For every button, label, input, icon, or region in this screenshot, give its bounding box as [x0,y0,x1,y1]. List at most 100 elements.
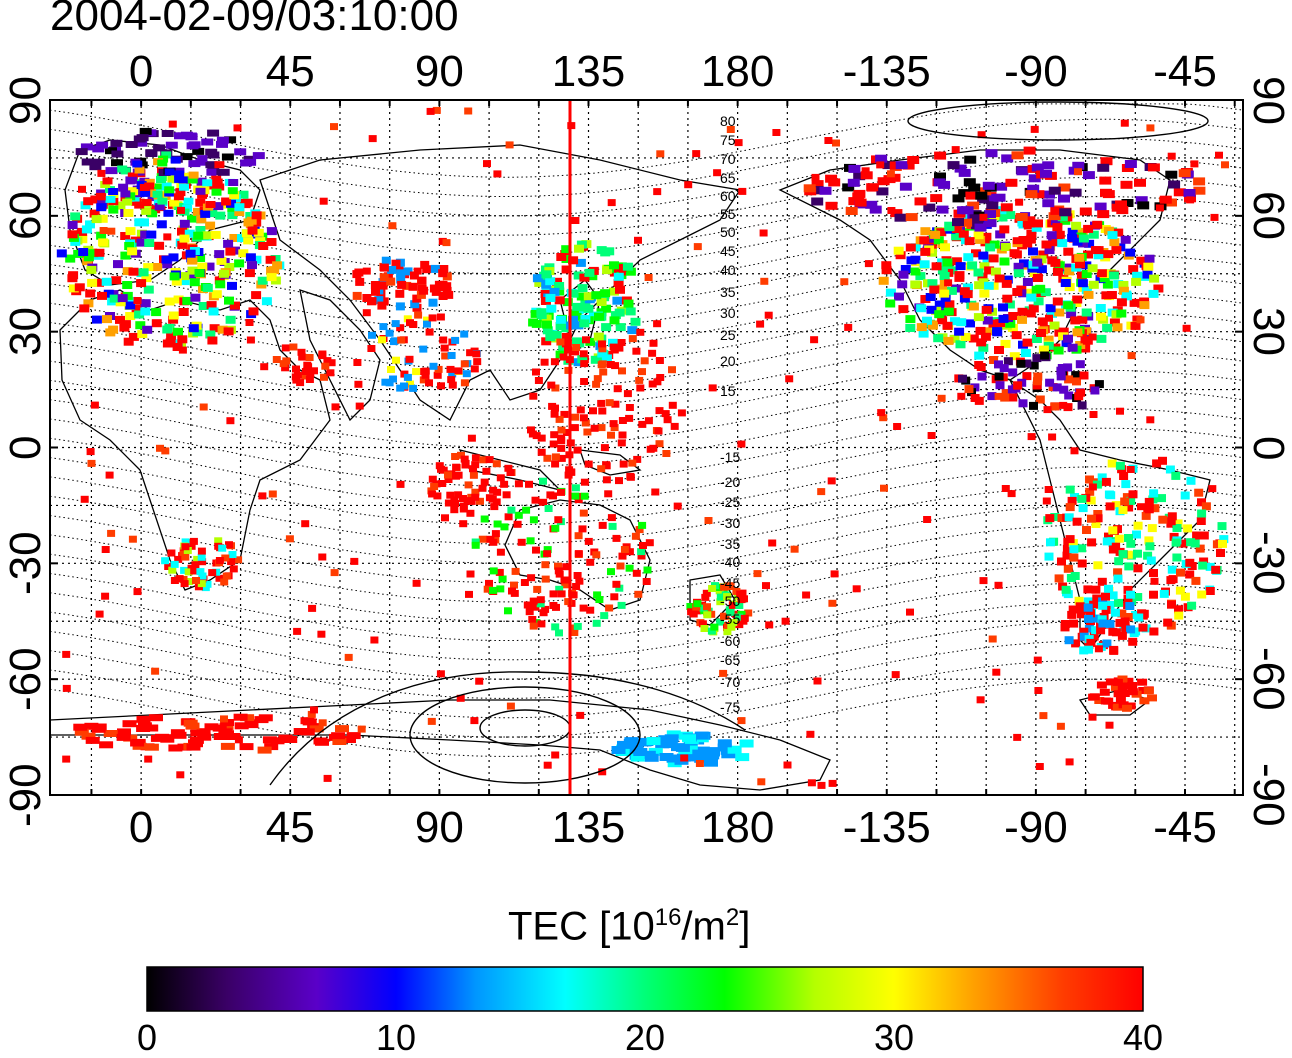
tec-cell [549,287,560,296]
tec-cell [420,260,430,269]
tec-cell [625,307,636,316]
tec-cell [144,724,159,732]
tec-cell [1125,602,1135,610]
tec-cell [378,281,388,290]
tec-cell [937,258,948,267]
tec-cell [330,569,339,577]
tec-cell [705,751,720,760]
tec-cell [744,609,753,617]
tec-cell [1144,497,1154,506]
tec-cell [313,737,328,745]
tec-cell [467,434,476,442]
tec-cell [197,553,206,561]
tec-cell [559,353,568,361]
contour-line [50,427,1243,506]
tec-cell [252,152,265,160]
tec-cell [1107,231,1118,240]
tec-cell [1117,631,1127,640]
tec-cell [1125,248,1136,257]
contour-label: -60 [720,633,740,649]
tec-cell [370,636,379,644]
tec-cell [860,171,873,180]
tec-cell [1032,258,1043,267]
tec-cell [157,197,168,205]
tec-cell [141,274,152,283]
tec-cell [648,349,657,357]
tec-cell [1072,328,1083,337]
tec-cell [108,188,119,195]
tec-cell [541,561,550,569]
tec-cell [677,409,686,417]
tec-cell [951,257,962,266]
tec-cell [466,349,475,357]
tec-cell [528,430,537,438]
tec-cell [319,197,328,205]
tec-cell [963,253,974,262]
tec-cell [649,444,658,452]
tec-cell [151,667,160,675]
tec-cell [1082,526,1091,534]
tec-cell [810,336,819,344]
tec-cell [397,336,406,344]
tec-cell [1126,496,1136,505]
tec-cell [594,312,604,321]
tec-cell [215,280,226,289]
tec-cell [1050,402,1060,411]
tec-cell [164,563,173,570]
tec-cell [452,463,461,471]
tec-cell [1063,301,1074,310]
tec-cell [994,581,1003,589]
tec-cell [444,476,453,483]
tec-cell [1007,323,1018,332]
tec-cell [442,282,452,291]
tec-cell [568,315,578,324]
tec-cell [444,471,452,479]
tec-cell [120,190,131,198]
contour-label: -15 [720,449,740,465]
tec-cell [1081,286,1092,295]
tec-cell [490,503,499,511]
tec-cell [195,226,206,234]
tec-cell [181,543,190,551]
tec-cell [1139,301,1150,310]
lon-label-top: 0 [128,47,154,96]
tec-cell [1030,125,1039,133]
tec-cell [695,760,704,767]
tec-cell [403,315,412,323]
tec-cell [537,434,546,442]
tec-cell [219,269,229,278]
tec-cell [944,223,955,232]
tec-cell [1137,678,1148,686]
tec-cell [1071,221,1082,230]
tec-cell [62,684,71,692]
tec-cell [206,168,217,176]
tec-cell [1119,472,1129,480]
tec-cell [362,267,371,275]
tec-cell [1134,613,1144,622]
tec-cell [1008,393,1018,402]
tec-cell [85,736,100,744]
lat-label-left: 60 [1,191,50,241]
tec-cell [707,627,716,635]
tec-cell [207,336,218,345]
tec-cell [421,371,430,379]
tec-cell [1104,532,1113,541]
tec-cell [432,106,441,114]
colorbar-tick-label: 0 [136,1017,158,1058]
tec-cell [234,722,249,730]
tec-cell [1166,517,1176,526]
tec-cell [1088,333,1097,341]
tec-cell [381,378,390,386]
tec-cell [693,243,702,251]
tec-cell [1145,542,1155,551]
tec-cell [226,417,235,425]
tec-cell [246,336,255,344]
tec-cell [1035,395,1045,404]
tec-cell [103,289,114,298]
tec-cell [396,324,405,332]
tec-cell [598,768,607,776]
tec-cell [170,156,181,164]
tec-cell [726,126,735,133]
tec-cell [436,670,445,678]
tec-cell [144,239,155,247]
